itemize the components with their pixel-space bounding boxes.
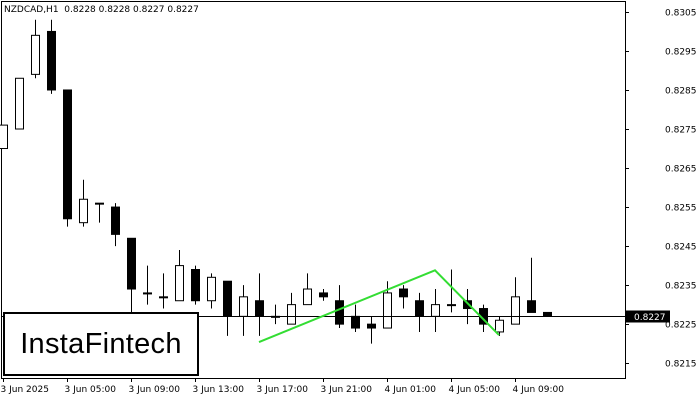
bullish-candle-body [511, 296, 520, 325]
bullish-candle-body [159, 296, 168, 299]
candle [15, 77, 24, 130]
bullish-candle-body [15, 77, 24, 130]
bullish-candle-body [207, 276, 216, 302]
bullish-candle-body [79, 198, 88, 224]
candle [367, 316, 376, 344]
candle [79, 179, 88, 227]
bullish-candle-body [239, 296, 248, 317]
current-price-marker: 0.8227 [626, 310, 670, 323]
bullish-candle-body [31, 34, 40, 75]
candle [239, 285, 248, 336]
bearish-candle-body [63, 89, 72, 220]
candle [143, 265, 152, 305]
x-tick-label: 3 Jun 21:00 [321, 385, 373, 395]
candle [159, 273, 168, 309]
candle [303, 273, 312, 306]
candle [287, 292, 296, 325]
candle [271, 304, 280, 325]
candle [399, 285, 408, 309]
bearish-candle-body [111, 206, 120, 235]
candle [543, 311, 552, 317]
candle [0, 124, 8, 150]
bearish-candle-body [351, 315, 360, 329]
y-tick-label: 0.8255 [665, 204, 697, 214]
bearish-candle-body [47, 30, 56, 91]
candle [447, 269, 456, 313]
plot-frame [1, 1, 626, 379]
bullish-candle-body [0, 124, 8, 150]
y-tick-label: 0.8275 [665, 126, 697, 136]
price-marker-box [626, 310, 670, 323]
candle [47, 19, 56, 94]
x-axis: 3 Jun 2025 3 Jun 05:00 3 Jun 09:00 3 Jun 13… [1, 378, 565, 395]
candle [223, 280, 232, 336]
candle [95, 202, 104, 223]
double-bottom-pattern-line [258, 269, 500, 344]
bearish-candle-body [463, 300, 472, 310]
bearish-candle-body [319, 292, 328, 298]
candles [0, 19, 552, 344]
x-tick-label: 4 Jun 09:00 [513, 385, 565, 395]
x-tick-label: 3 Jun 05:00 [65, 385, 117, 395]
candle [207, 273, 216, 309]
candle [31, 19, 40, 79]
x-tick-label: 4 Jun 01:00 [385, 385, 437, 395]
chart-header: NZDCAD,H1 0.8228 0.8228 0.8227 0.8227 [4, 5, 199, 15]
bearish-candle-body [255, 300, 264, 317]
bullish-candle-body [431, 304, 440, 317]
bullish-candle-body [175, 265, 184, 302]
bullish-candle-body [383, 292, 392, 329]
bullish-candle-body [495, 319, 504, 333]
candle [335, 285, 344, 329]
bullish-candle-body [95, 202, 104, 205]
x-tick-label: 3 Jun 13:00 [193, 385, 245, 395]
candle [175, 249, 184, 302]
instafintech-logo: InstaFintech [3, 312, 199, 376]
bullish-candle-body [143, 292, 152, 295]
candle [415, 292, 424, 332]
current-price-label: 0.8227 [634, 313, 666, 323]
candle [495, 316, 504, 336]
bullish-candle-body [287, 304, 296, 325]
bearish-candle-body [367, 323, 376, 329]
y-tick-label: 0.8265 [665, 165, 697, 175]
bearish-candle-body [543, 311, 552, 317]
symbol-label: NZDCAD,H1 [4, 5, 59, 15]
bearish-candle-body [399, 288, 408, 298]
bearish-candle-body [335, 300, 344, 325]
candle [527, 257, 536, 313]
candle [511, 277, 520, 325]
ohlc-values: 0.8228 0.8228 0.8227 0.8227 [64, 5, 199, 15]
candle [63, 89, 72, 227]
x-tick-label: 3 Jun 09:00 [129, 385, 181, 395]
x-tick-label: 3 Jun 2025 [1, 385, 49, 395]
bearish-candle-body [223, 280, 232, 317]
candle [319, 289, 328, 301]
candle [463, 289, 472, 325]
y-axis: 0.8305 0.8295 0.8285 0.8275 0.8265 0.8255 0.82… [625, 9, 697, 370]
bearish-candle-body [191, 269, 200, 302]
candle [351, 304, 360, 332]
candle [111, 203, 120, 247]
bearish-candle-body [415, 300, 424, 317]
y-tick-label: 0.8215 [665, 360, 697, 370]
y-tick-label: 0.8305 [665, 9, 697, 19]
bearish-candle-body [527, 300, 536, 313]
y-tick-label: 0.8295 [665, 48, 697, 58]
y-tick-label: 0.8235 [665, 282, 697, 292]
bearish-candle-body [127, 237, 136, 290]
y-tick-label: 0.8285 [665, 87, 697, 97]
bullish-candle-body [303, 288, 312, 306]
bullish-candle-body [447, 304, 456, 307]
y-tick-label: 0.8245 [665, 243, 697, 253]
x-tick-label: 4 Jun 05:00 [449, 385, 501, 395]
x-tick-label: 3 Jun 17:00 [257, 385, 309, 395]
candle [255, 273, 264, 336]
candle [431, 289, 440, 332]
y-tick-label: 0.8225 [665, 321, 697, 331]
candle [191, 265, 200, 305]
